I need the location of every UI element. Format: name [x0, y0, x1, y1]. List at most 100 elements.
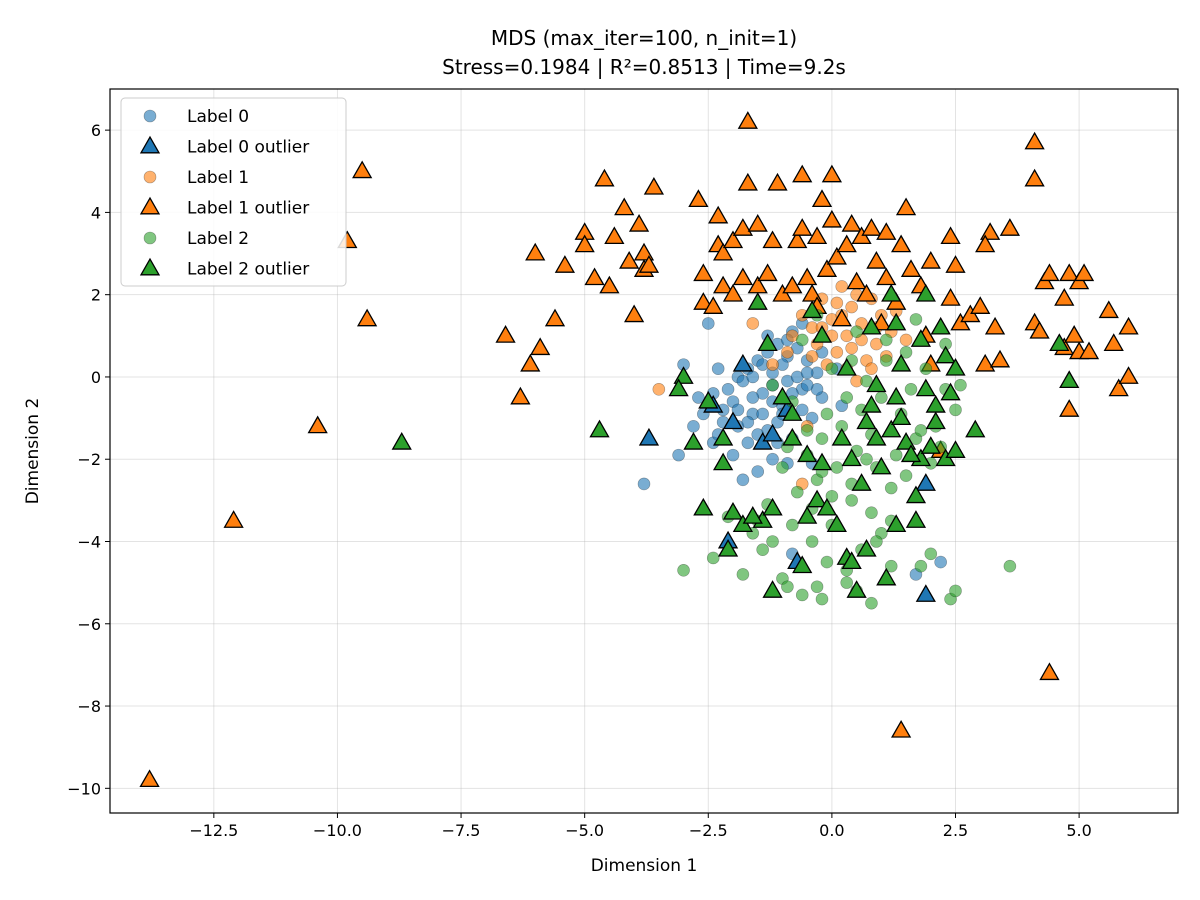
scatter-point: [810, 580, 824, 594]
outlier-point: [599, 275, 620, 294]
scatter-point: [766, 358, 779, 371]
y-tick-label: −10: [67, 779, 101, 798]
legend-marker: [143, 170, 157, 184]
outlier-point: [747, 292, 768, 310]
outlier-point: [703, 296, 724, 314]
scatter-point: [726, 448, 740, 462]
outlier-point: [520, 353, 541, 372]
scatter-point: [805, 535, 819, 548]
outlier-point: [594, 168, 615, 187]
outlier-point: [554, 255, 576, 273]
legend-label: Label 1: [187, 168, 249, 188]
outlier-point: [915, 584, 936, 602]
scatter-point: [914, 559, 928, 573]
outlier-point: [722, 501, 744, 520]
outlier-point: [871, 312, 892, 331]
scatter-point: [870, 535, 883, 548]
outlier-point: [623, 304, 645, 323]
scatter-point: [800, 424, 814, 437]
outlier-point: [757, 263, 778, 282]
outlier-point: [836, 234, 857, 253]
x-tick-label: −7.5: [442, 821, 481, 840]
outlier-point: [881, 419, 902, 438]
scatter-point: [835, 280, 849, 293]
outlier-point: [861, 394, 882, 413]
outlier-point: [821, 164, 843, 183]
outlier-point: [1078, 341, 1100, 360]
scatter-point: [736, 568, 750, 581]
scatter-point: [815, 592, 829, 606]
x-tick-label: −2.5: [689, 821, 728, 840]
scatter-point: [949, 584, 962, 598]
outlier-point: [890, 719, 912, 738]
scatter-point: [687, 420, 700, 433]
plot-frame: [109, 88, 1179, 814]
outlier-point: [826, 246, 847, 265]
x-tick-label: −10.0: [313, 821, 362, 840]
scatter-point: [1003, 559, 1017, 573]
outlier-point: [223, 510, 244, 528]
outlier-point: [732, 267, 754, 286]
outlier-point: [792, 164, 813, 183]
outlier-point: [782, 275, 803, 294]
outlier-point: [925, 394, 946, 413]
y-tick-label: −2: [77, 450, 101, 469]
outlier-point: [356, 308, 378, 327]
outlier-point: [920, 251, 941, 269]
data-points: [139, 111, 1139, 788]
outlier-point: [1118, 366, 1139, 384]
scatter-point: [919, 362, 933, 376]
scatter-point: [889, 448, 903, 462]
outlier-point: [975, 353, 996, 372]
outlier-point: [816, 259, 838, 277]
outlier-point: [510, 386, 531, 405]
outlier-point: [970, 296, 991, 314]
scatter-point: [756, 543, 769, 557]
scatter-point: [830, 461, 844, 474]
scatter-point: [830, 296, 844, 310]
series-label-2: [677, 308, 1017, 610]
scatter-point: [701, 317, 715, 330]
scatter-point: [731, 403, 745, 417]
scatter-point: [914, 424, 928, 437]
outlier-point: [871, 456, 892, 475]
outlier-point: [757, 333, 778, 351]
outlier-point: [905, 485, 927, 504]
outlier-point: [787, 230, 808, 249]
y-tick-label: 6: [91, 121, 101, 140]
scatter-point: [840, 391, 854, 404]
outlier-point: [732, 353, 754, 372]
outlier-point: [856, 283, 877, 302]
legend-label: Label 2: [187, 229, 249, 249]
outlier-point: [925, 411, 946, 430]
outlier-point: [945, 357, 966, 376]
x-tick-label: 0.0: [819, 821, 844, 840]
outlier-point: [1103, 333, 1124, 351]
legend-marker: [139, 135, 161, 154]
scatter-point: [845, 494, 858, 507]
outlier-point: [876, 222, 897, 240]
outlier-point: [797, 444, 818, 463]
outlier-point: [762, 230, 783, 249]
outlier-point: [1054, 288, 1075, 306]
scatter-point: [879, 354, 893, 367]
scatter-point: [795, 403, 809, 417]
outlier-point: [940, 226, 961, 245]
outlier-point: [861, 316, 882, 335]
outlier-point: [1024, 131, 1045, 150]
scatter-point: [815, 432, 829, 445]
scatter-point: [954, 378, 967, 392]
scatter-point: [652, 382, 666, 396]
legend-label: Label 0: [187, 107, 249, 127]
scatter-point: [766, 452, 779, 466]
outlier-point: [589, 419, 610, 438]
outlier-point: [708, 205, 729, 224]
outlier-point: [1064, 325, 1085, 343]
scatter-point: [721, 382, 735, 396]
outlier-point: [722, 411, 744, 430]
outlier-point: [910, 329, 932, 347]
outlier-point: [890, 353, 912, 372]
scatter-point: [672, 448, 685, 462]
scatter-point: [741, 415, 755, 429]
scatter-point: [850, 325, 863, 339]
